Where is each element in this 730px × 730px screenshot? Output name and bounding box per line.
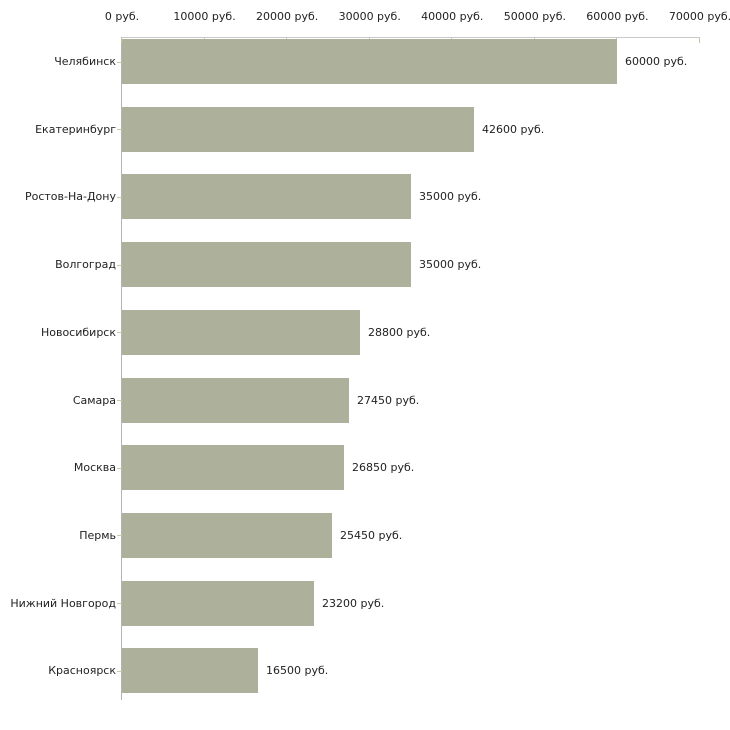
bar-1 — [122, 106, 474, 152]
bar-4 — [122, 309, 360, 355]
category-tick-mark — [117, 265, 122, 266]
x-axis-tick-mark — [121, 38, 122, 43]
bar-2 — [122, 174, 411, 220]
bar-8 — [122, 580, 314, 626]
value-label: 26850 руб. — [352, 461, 415, 475]
category-label: Новосибирск — [40, 325, 116, 339]
category-label: Екатеринбург — [35, 122, 116, 136]
y-axis-line — [121, 37, 122, 700]
category-label: Москва — [73, 461, 116, 475]
value-label: 42600 руб. — [482, 122, 545, 136]
x-axis-tick-label: 20000 руб. — [256, 10, 319, 23]
bar-3 — [122, 242, 411, 288]
bar-5 — [122, 377, 349, 423]
category-tick-mark — [117, 468, 122, 469]
category-label: Челябинск — [54, 55, 116, 68]
x-axis-line — [121, 37, 700, 38]
value-label: 16500 руб. — [266, 664, 329, 678]
category-label: Ростов-На-Дону — [24, 190, 116, 204]
x-axis-tick-label: 30000 руб. — [338, 10, 401, 23]
value-label: 60000 руб. — [625, 55, 688, 68]
x-axis-tick-label: 0 руб. — [104, 10, 140, 23]
x-axis-tick-mark — [699, 38, 700, 43]
category-tick-mark — [117, 332, 122, 333]
value-label: 27450 руб. — [357, 393, 420, 407]
x-axis-tick-label: 40000 руб. — [421, 10, 484, 23]
category-label: Волгоград — [55, 258, 116, 272]
category-tick-mark — [117, 400, 122, 401]
category-tick-mark — [117, 671, 122, 672]
bar-9 — [122, 648, 258, 694]
category-tick-mark — [117, 197, 122, 198]
category-tick-mark — [117, 129, 122, 130]
x-axis-tick-label: 50000 руб. — [503, 10, 566, 23]
value-label: 28800 руб. — [368, 325, 431, 339]
x-axis-tick-label: 10000 руб. — [173, 10, 236, 23]
category-label: Нижний Новгород — [10, 596, 116, 610]
category-tick-mark — [117, 62, 122, 63]
x-axis-tick-label: 70000 руб. — [668, 10, 730, 23]
category-label: Самара — [72, 393, 116, 407]
x-axis-tick-label: 60000 руб. — [586, 10, 649, 23]
value-label: 23200 руб. — [322, 596, 385, 610]
category-label: Красноярск — [48, 664, 116, 678]
value-label: 35000 руб. — [419, 190, 482, 204]
value-label: 35000 руб. — [419, 258, 482, 272]
value-label: 25450 руб. — [340, 528, 403, 542]
category-tick-mark — [117, 535, 122, 536]
bar-0 — [122, 39, 617, 84]
bar-6 — [122, 445, 344, 491]
bar-7 — [122, 512, 332, 558]
category-tick-mark — [117, 603, 122, 604]
category-label: Пермь — [79, 528, 116, 542]
